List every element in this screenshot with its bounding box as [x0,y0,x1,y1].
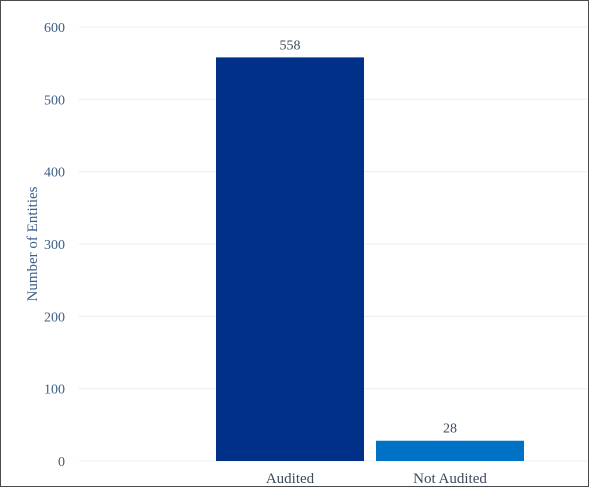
y-tick-label: 600 [44,21,65,36]
bars [216,57,524,461]
data-label: 28 [443,422,457,437]
data-label: 558 [280,38,301,53]
y-tick-label: 500 [44,93,65,108]
bar-audited [216,57,364,461]
y-tick-label: 100 [44,383,65,398]
data-labels: 558 28 [280,38,458,436]
y-tick-label: 300 [44,238,65,253]
x-tick-label: Not Audited [413,471,487,487]
y-tick-label: 400 [44,166,65,181]
y-axis-ticks: 0 100 200 300 400 500 600 [44,21,65,470]
x-tick-label: Audited [266,471,315,487]
y-tick-label: 0 [58,455,65,470]
y-axis-label: Number of Entities [25,186,41,301]
x-axis-ticks: Audited Not Audited [266,471,488,487]
bar-not-audited [376,440,524,461]
y-tick-label: 200 [44,310,65,325]
